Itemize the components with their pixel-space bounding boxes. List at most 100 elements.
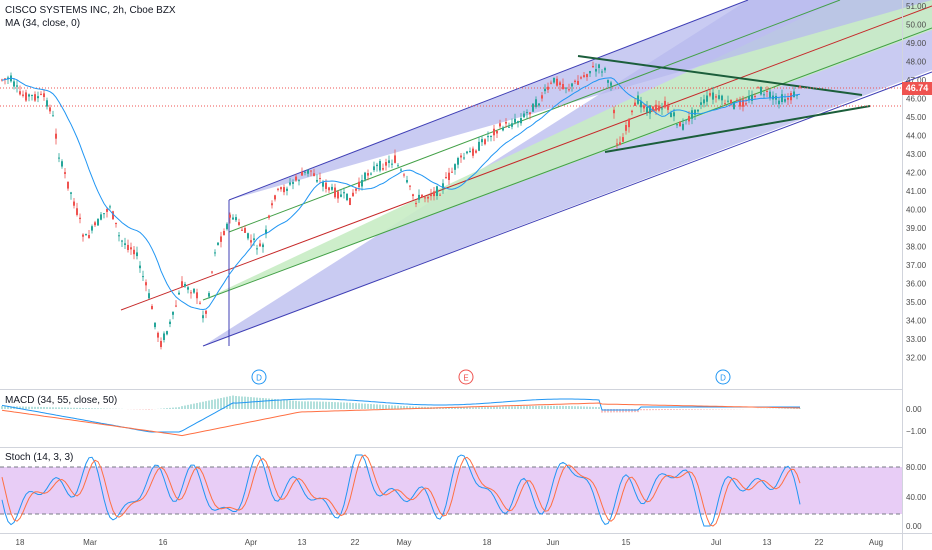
macd-axis[interactable]: 0.00 −1.00 (906, 405, 927, 436)
candle-body (109, 206, 111, 208)
candle-body (673, 112, 675, 117)
candle-body (469, 151, 471, 153)
candle-body (181, 281, 183, 288)
candle-body (421, 194, 423, 198)
price-tick: 37.00 (906, 261, 927, 270)
candle-body (238, 222, 240, 225)
price-tick: 32.00 (906, 354, 927, 363)
candle-body (433, 191, 435, 197)
candle-body (418, 194, 420, 200)
candle-body (25, 92, 27, 101)
candle-body (100, 214, 102, 220)
candle-body (721, 95, 723, 101)
candle-body (322, 182, 324, 187)
candle-body (184, 283, 186, 287)
candle-body (154, 322, 156, 328)
candle-body (346, 193, 348, 201)
time-axis[interactable]: 18 Mar 16 Apr 13 22 May 18 Jun 15 Jul 13 22 Aug (16, 538, 884, 547)
candle-body (169, 321, 171, 325)
candle-body (220, 236, 222, 242)
candle-body (190, 292, 192, 294)
candle-body (310, 170, 312, 172)
candle-body (685, 119, 687, 121)
candle-body (40, 93, 42, 95)
candle-body (544, 88, 546, 92)
candle-body (634, 102, 636, 106)
macd-tick: −1.00 (906, 427, 927, 436)
ma-indicator-label[interactable]: MA (34, close, 0) (5, 18, 81, 29)
event-marker-dividend-1[interactable]: D (251, 369, 267, 385)
candle-body (313, 173, 315, 177)
candle-body (541, 95, 543, 99)
time-tick: 13 (298, 538, 307, 547)
candle-body (139, 265, 141, 269)
stoch-band (0, 467, 902, 514)
candle-body (514, 118, 516, 123)
candle-body (133, 249, 135, 255)
candle-body (478, 141, 480, 151)
price-axis[interactable]: 51.00 50.00 49.00 48.00 47.00 46.00 45.00 44.00… (906, 2, 927, 363)
candle-body (193, 288, 195, 293)
candle-body (442, 183, 444, 189)
time-tick: Jun (547, 538, 560, 547)
candle-body (553, 77, 555, 83)
symbol-title[interactable]: CISCO SYSTEMS INC, 2h, Cboe BZX (5, 5, 176, 16)
candle-body (277, 188, 279, 190)
time-tick: 13 (763, 538, 772, 547)
stoch-axis[interactable]: 80.00 40.00 0.00 (906, 463, 927, 531)
candle-body (34, 94, 36, 101)
price-tick: 45.00 (906, 113, 927, 122)
candle-body (19, 91, 21, 95)
event-marker-label: D (720, 374, 726, 383)
candle-body (658, 105, 660, 111)
candle-body (793, 91, 795, 98)
candle-body (223, 230, 225, 236)
candle-body (199, 302, 201, 304)
candle-body (448, 172, 450, 180)
candle-body (460, 155, 462, 158)
candle-body (439, 194, 441, 196)
candle-body (307, 169, 309, 174)
candle-body (94, 222, 96, 226)
time-tick: 22 (351, 538, 360, 547)
channel-upper-line (228, 0, 749, 201)
candle-body (334, 187, 336, 198)
event-marker-dividend-2[interactable]: D (715, 369, 731, 385)
candle-body (160, 340, 162, 347)
event-marker-earnings[interactable]: E (458, 369, 474, 385)
triangle-upper-line (577, 55, 863, 96)
candle-body (742, 99, 744, 107)
candle-body (31, 94, 33, 96)
candle-body (622, 137, 624, 142)
candle-body (67, 181, 69, 189)
candle-body (583, 75, 585, 77)
candle-body (298, 180, 300, 182)
candle-body (328, 187, 330, 191)
candle-body (37, 96, 39, 99)
channel-inner-band (203, 0, 932, 300)
candle-body (79, 217, 81, 220)
candle-body (85, 234, 87, 236)
price-tick: 34.00 (906, 317, 927, 326)
price-tick: 41.00 (906, 187, 927, 196)
candle-body (112, 211, 114, 220)
candle-body (103, 213, 105, 215)
candle-body (175, 305, 177, 307)
candle-body (481, 139, 483, 143)
candle-body (784, 99, 786, 102)
candle-body (682, 124, 684, 130)
candle-body (655, 104, 657, 111)
price-tick: 39.00 (906, 224, 927, 233)
stoch-indicator-label[interactable]: Stoch (14, 3, 3) (5, 452, 74, 463)
macd-indicator-label[interactable]: MACD (34, 55, close, 50) (5, 395, 118, 406)
candle-body (496, 130, 498, 134)
candle-body (493, 128, 495, 136)
candle-body (697, 109, 699, 112)
time-tick: 18 (483, 538, 492, 547)
candle-body (760, 86, 762, 95)
candle-body (118, 235, 120, 237)
candle-body (604, 68, 606, 71)
candle-body (256, 248, 258, 250)
candle-body (331, 186, 333, 190)
